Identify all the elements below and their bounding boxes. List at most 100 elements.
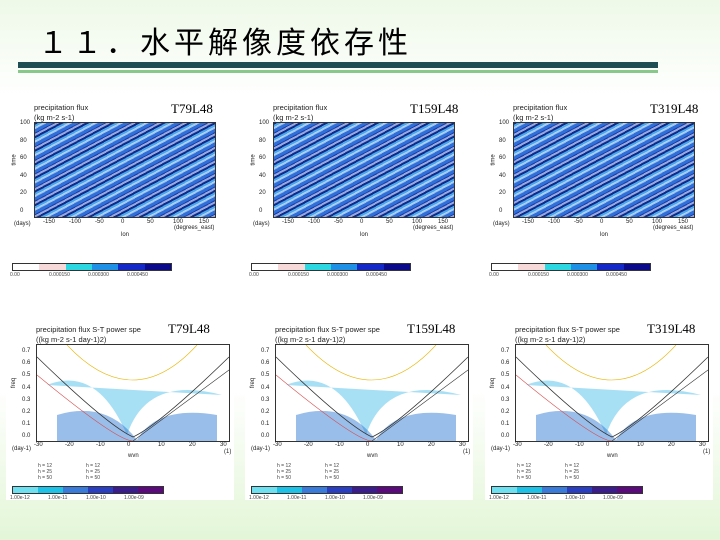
colorbar-segment	[492, 487, 517, 493]
colorbar-label: 1.00e-09	[363, 495, 383, 501]
y-unit: (day-1)	[12, 446, 32, 452]
legend-entry: h = 25	[86, 469, 101, 475]
x-tick: -10	[335, 442, 344, 448]
colorbar-segment	[118, 264, 145, 270]
title-rule-dark	[18, 62, 658, 68]
colorbar-segment	[138, 487, 163, 493]
x-tick: -10	[96, 442, 105, 448]
plot-units: (kg m-2 s-1)	[273, 113, 314, 122]
x-tick: 50	[386, 219, 393, 225]
plot-title: precipitation flux S-T power spe	[515, 325, 620, 334]
colorbar-label: 1.00e-11	[527, 495, 547, 501]
slide-title: １１．水平解像度依存性	[38, 26, 412, 61]
x-tick: 150	[199, 219, 210, 225]
y-tick: 60	[20, 155, 27, 161]
x-tick: 30	[220, 442, 227, 448]
y-tick: 40	[20, 172, 27, 179]
x-tick: 30	[699, 442, 706, 448]
spectrum-panel: precipitation flux S-T power spe ((kg m-2…	[245, 318, 473, 501]
y-tick: 40	[259, 172, 266, 179]
x-tick: 30	[459, 442, 466, 448]
y-tick: 0.4	[22, 384, 31, 391]
hovmoller-panel: precipitation flux (kg m-2 s-1) T319L48 100…	[485, 95, 713, 280]
plot-units: (kg m-2 s-1)	[513, 113, 554, 122]
hovmoller-plot	[34, 122, 216, 218]
colorbar	[251, 263, 411, 271]
colorbar-label: 1.00e-10	[565, 495, 585, 501]
x-tick: -150	[522, 219, 535, 225]
y-unit: (days)	[493, 221, 510, 227]
colorbar-segment	[617, 487, 642, 493]
hovmoller-panel: precipitation flux (kg m-2 s-1) T159L48 100…	[245, 95, 473, 280]
legend-entry: h = 25	[38, 469, 53, 475]
x-tick: -150	[282, 219, 295, 225]
resolution-label: T319L48	[647, 321, 696, 336]
x-tick: -10	[575, 442, 584, 448]
legend-entry: h = 50	[277, 475, 292, 481]
resolution-label: T159L48	[407, 321, 456, 336]
colorbar-segment	[352, 487, 377, 493]
colorbar-segment	[113, 487, 138, 493]
colorbar-segment	[252, 487, 277, 493]
colorbar-label: 1.00e-12	[249, 495, 269, 501]
y-tick: 0.5	[501, 372, 510, 379]
x-tick: -20	[304, 442, 313, 448]
x-tick: 150	[678, 219, 689, 225]
legend-entry: h = 12	[565, 463, 580, 469]
colorbar-label: 0.000300	[567, 272, 588, 278]
x-tick: 100	[412, 219, 423, 225]
colorbar-segment	[13, 264, 40, 270]
hovmoller-plot	[513, 122, 695, 218]
x-axis-label: lon	[360, 232, 369, 238]
resolution-label: T319L48	[650, 101, 699, 116]
y-tick: 60	[499, 155, 506, 161]
y-tick: 80	[20, 137, 27, 144]
y-tick: 20	[259, 190, 266, 196]
legend-entry: h = 50	[38, 475, 53, 481]
y-tick: 0.2	[22, 409, 31, 415]
y-tick: 0.4	[501, 384, 510, 391]
y-tick: 0.7	[22, 348, 31, 354]
x-tick: 50	[147, 219, 154, 225]
x-tick: -30	[273, 442, 282, 448]
spectrum-plot	[275, 344, 469, 442]
plot-title: precipitation flux S-T power spe	[275, 325, 380, 334]
legend-entry: h = 50	[325, 475, 340, 481]
colorbar-segment	[91, 264, 119, 270]
y-tick: 0.4	[261, 384, 270, 391]
colorbar	[12, 263, 172, 271]
x-tick: 0	[360, 219, 364, 225]
x-tick: 0	[366, 442, 370, 448]
y-tick: 0.0	[501, 433, 510, 440]
legend-entry: h = 12	[517, 463, 532, 469]
legend-entry: h = 25	[517, 469, 532, 475]
colorbar-segment	[570, 264, 598, 270]
y-tick: 0.5	[22, 372, 31, 379]
y-tick: 0	[20, 207, 24, 214]
y-axis-label: freq	[250, 377, 257, 389]
y-tick: 40	[499, 172, 506, 179]
colorbar-label: 1.00e-11	[287, 495, 307, 501]
colorbar-label: 0.000450	[606, 272, 627, 278]
colorbar-segment	[567, 487, 592, 493]
x-unit: (degrees_east)	[174, 225, 215, 231]
colorbar	[251, 486, 403, 494]
y-tick: 0.6	[501, 360, 510, 367]
y-tick: 0.0	[261, 433, 270, 440]
colorbar	[12, 486, 164, 494]
y-tick: 100	[499, 120, 510, 126]
x-tick: -30	[34, 442, 43, 448]
colorbar-segment	[592, 487, 617, 493]
colorbar-label: 0.000300	[327, 272, 348, 278]
colorbar-label: 0.000150	[288, 272, 309, 278]
colorbar-segment	[492, 264, 519, 270]
y-axis-label: freq	[11, 377, 18, 389]
plot-units: (kg m-2 s-1)	[34, 113, 75, 122]
x-axis-label: wvn	[367, 453, 378, 459]
x-tick: 10	[637, 442, 644, 448]
title-rule-light	[18, 70, 658, 73]
colorbar-label: 0.00	[489, 272, 499, 278]
colorbar-label: 1.00e-09	[124, 495, 144, 501]
x-unit: (degrees_east)	[653, 225, 694, 231]
x-tick: -100	[548, 219, 561, 225]
